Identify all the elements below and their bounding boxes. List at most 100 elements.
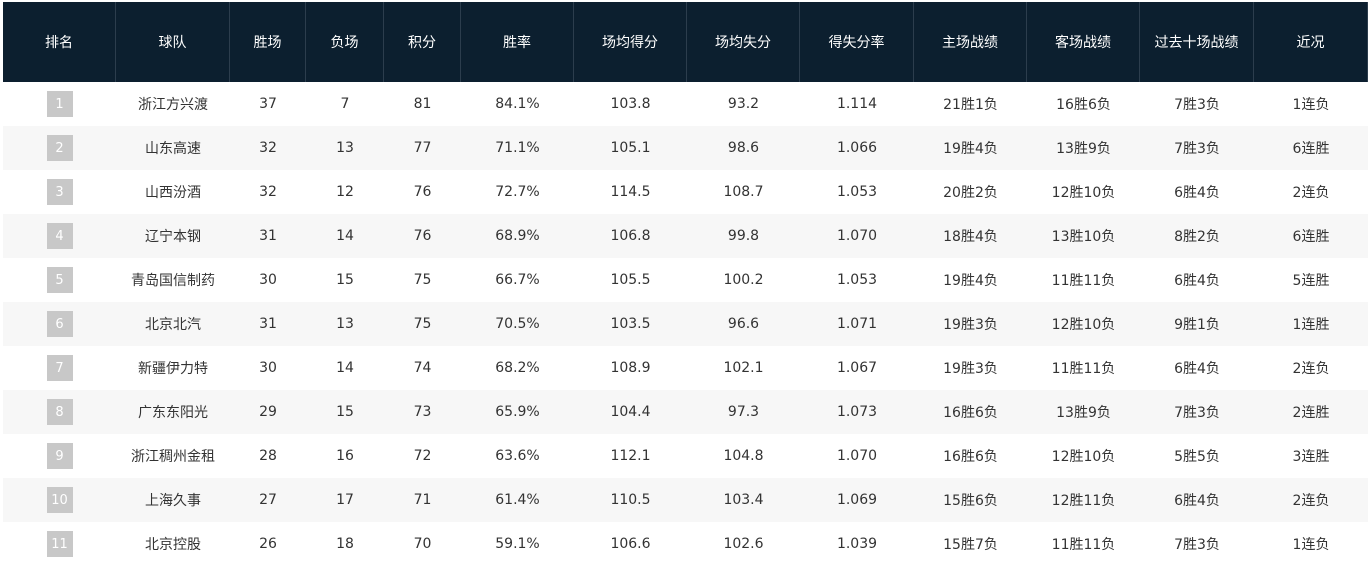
table-cell: 1.053	[836, 184, 878, 200]
table-cell: 77	[413, 140, 432, 156]
rank-badge: 9	[46, 443, 73, 469]
header-cell: 得失分率	[800, 2, 914, 82]
rank-cell: 3	[3, 170, 116, 214]
table-cell: 20胜2负	[943, 185, 998, 201]
table-cell: 18胜4负	[943, 229, 998, 245]
rank-badge: 10	[46, 487, 73, 513]
rank-cell: 7	[3, 346, 116, 390]
table-cell: 19胜4负	[943, 273, 998, 289]
table-cell: 11胜11负	[1051, 537, 1116, 553]
table-cell: 15胜6负	[943, 493, 998, 509]
table-row: 9 浙江稠州金租 28 16 72 63.6% 112.1 104.8 1.070 16胜6负 12…	[3, 434, 1368, 478]
table-cell: 27	[259, 492, 277, 508]
table-cell: 11胜11负	[1051, 361, 1116, 377]
table-cell: 8胜2负	[1174, 229, 1220, 245]
rank-badge: 7	[46, 355, 73, 381]
table-cell: 103.8	[610, 96, 651, 112]
table-cell: 68.2%	[495, 360, 540, 376]
table-cell: 1连胜	[1292, 317, 1330, 333]
table-cell: 105.5	[610, 272, 651, 288]
table-cell: 7胜3负	[1174, 97, 1220, 113]
table-cell: 7	[340, 96, 350, 112]
table-cell: 14	[336, 360, 354, 376]
table-cell: 1.070	[836, 228, 878, 244]
header-cell: 积分	[384, 2, 461, 82]
table-cell: 16	[336, 448, 354, 464]
table-cell: 1连负	[1292, 97, 1330, 113]
table-cell: 37	[259, 96, 277, 112]
table-cell: 98.6	[727, 140, 760, 156]
table-cell: 13	[336, 140, 354, 156]
table-cell: 84.1%	[495, 96, 540, 112]
table-cell: 1.069	[836, 492, 878, 508]
table-cell: 102.1	[723, 360, 764, 376]
table-cell: 12胜10负	[1051, 449, 1116, 465]
rank-cell: 9	[3, 434, 116, 478]
table-cell: 7胜3负	[1174, 537, 1220, 553]
rank-cell: 5	[3, 258, 116, 302]
table-cell: 70.5%	[495, 316, 540, 332]
table-cell: 7胜3负	[1174, 141, 1220, 157]
table-cell: 72	[413, 448, 432, 464]
table-cell: 68.9%	[495, 228, 540, 244]
table-cell: 1.070	[836, 448, 878, 464]
table-row: 4 辽宁本钢 31 14 76 68.9% 106.8 99.8 1.070 18胜4负 13胜10…	[3, 214, 1368, 258]
rank-cell: 6	[3, 302, 116, 346]
table-cell: 31	[259, 228, 277, 244]
table-cell: 100.2	[723, 272, 764, 288]
table-cell: 1.039	[836, 536, 878, 552]
table-cell: 15胜7负	[943, 537, 998, 553]
table-cell: 15	[336, 272, 354, 288]
table-cell: 104.8	[723, 448, 764, 464]
table-cell: 浙江方兴渡	[138, 97, 208, 113]
table-cell: 山西汾酒	[145, 185, 201, 201]
rank-badge: 3	[46, 179, 73, 205]
table-cell: 104.4	[610, 404, 651, 420]
table-cell: 12胜10负	[1051, 185, 1116, 201]
table-cell: 102.6	[723, 536, 764, 552]
header-cell: 场均失分	[687, 2, 800, 82]
table-cell: 106.8	[610, 228, 651, 244]
rank-badge: 2	[46, 135, 73, 161]
table-row: 3 山西汾酒 32 12 76 72.7% 114.5 108.7 1.053 20胜2负 12胜1…	[3, 170, 1368, 214]
table-cell: 76	[413, 184, 432, 200]
table-cell: 3连胜	[1292, 449, 1330, 465]
table-cell: 97.3	[727, 404, 760, 420]
table-cell: 9胜1负	[1174, 317, 1220, 333]
table-cell: 28	[259, 448, 277, 464]
table-row: 11 北京控股 26 18 70 59.1% 106.6 102.6 1.039 15胜7负 11胜…	[3, 522, 1368, 566]
table-cell: 75	[413, 272, 432, 288]
table-cell: 16胜6负	[943, 449, 998, 465]
table-cell: 6胜4负	[1174, 361, 1220, 377]
table-cell: 76	[413, 228, 432, 244]
table-cell: 17	[336, 492, 354, 508]
table-cell: 2连负	[1292, 185, 1330, 201]
table-cell: 108.7	[723, 184, 764, 200]
table-row: 5 青岛国信制药 30 15 75 66.7% 105.5 100.2 1.053 19胜4负 11…	[3, 258, 1368, 302]
header-cell: 场均得分	[574, 2, 687, 82]
table-cell: 5连胜	[1292, 273, 1330, 289]
table-cell: 2连负	[1292, 361, 1330, 377]
table-row: 8 广东东阳光 29 15 73 65.9% 104.4 97.3 1.073 16胜6负 13胜9…	[3, 390, 1368, 434]
table-row: 2 山东高速 32 13 77 71.1% 105.1 98.6 1.066 19胜4负 13胜9负…	[3, 126, 1368, 170]
table-cell: 108.9	[610, 360, 651, 376]
table-cell: 13胜9负	[1056, 405, 1111, 421]
table-cell: 19胜3负	[943, 361, 998, 377]
table-cell: 12胜11负	[1051, 493, 1116, 509]
table-cell: 96.6	[727, 316, 760, 332]
rank-badge: 6	[46, 311, 73, 337]
rank-cell: 8	[3, 390, 116, 434]
table-cell: 1.053	[836, 272, 878, 288]
table-cell: 7胜3负	[1174, 405, 1220, 421]
table-cell: 山东高速	[145, 141, 201, 157]
table-cell: 19胜3负	[943, 317, 998, 333]
table-cell: 广东东阳光	[138, 405, 208, 421]
table-cell: 72.7%	[495, 184, 540, 200]
table-cell: 61.4%	[495, 492, 540, 508]
header-cell: 过去十场战绩	[1140, 2, 1254, 82]
table-cell: 辽宁本钢	[145, 229, 201, 245]
table-cell: 105.1	[610, 140, 651, 156]
rank-badge: 4	[46, 223, 73, 249]
table-cell: 6胜4负	[1174, 185, 1220, 201]
table-cell: 13胜10负	[1051, 229, 1116, 245]
